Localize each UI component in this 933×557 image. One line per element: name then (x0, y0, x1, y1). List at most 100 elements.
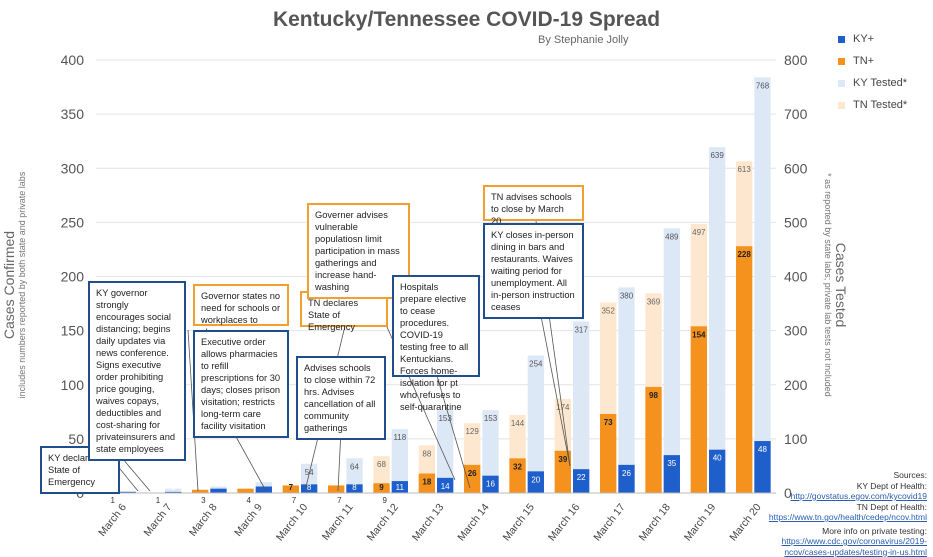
label-ky-positive: 35 (667, 459, 676, 468)
sources-heading: Sources: (769, 470, 927, 481)
bar-ky-tested (664, 228, 680, 493)
bar-tn-positive (237, 489, 253, 493)
bar-tn-positive (691, 326, 707, 493)
left-axis-note: includes numbers reported by both state … (17, 172, 27, 399)
label-tn-positive: 98 (649, 391, 658, 400)
label-ky-tested: 64 (350, 462, 359, 471)
label-ky-tested: 639 (710, 151, 724, 160)
left-tick-label: 50 (68, 431, 84, 447)
label-ky-positive: 8 (352, 483, 357, 492)
label-tn-tested: 497 (692, 228, 706, 237)
bar-ky-positive (210, 489, 226, 493)
label-tn-positive: 32 (513, 462, 522, 471)
bar-ky-tested (573, 321, 589, 493)
x-tick-label: March 17 (591, 501, 628, 543)
label-tn-positive: 9 (379, 483, 384, 492)
label-tn-positive: 73 (604, 418, 613, 427)
label-ky-tested: 768 (756, 81, 770, 90)
sources-ky-link[interactable]: http://govstatus.egov.com/kycovid19 (769, 491, 927, 502)
note-hospitals-prepare: Hospitals prepare elective to cease proc… (392, 275, 480, 377)
x-tick-label: March 9 (232, 501, 265, 538)
legend-swatch (838, 58, 845, 65)
x-tick-label: March 13 (410, 501, 447, 543)
bar-tn-positive (328, 485, 344, 493)
label-ky-positive: 1 (171, 483, 176, 492)
legend-item-ky-tested: KY Tested* (838, 72, 907, 94)
right-axis-note: * as reported by state labs; private lab… (823, 173, 833, 397)
label-ky-tested: 153 (484, 414, 498, 423)
label-tn-positive: 26 (468, 469, 477, 478)
label-ky-positive: 48 (758, 445, 767, 454)
note-pharmacy-order: Executive order allows pharmacies to ref… (193, 330, 289, 438)
x-tick-label: March 14 (455, 501, 492, 543)
label-tn-positive: 228 (737, 250, 751, 259)
label-tn-tested: 88 (422, 449, 431, 458)
x-tick-label: March 8 (187, 501, 220, 538)
sources-tn-link[interactable]: https://www.tn.gov/health/cedep/ncov.htm… (769, 512, 927, 523)
legend-item-ky-positive: KY+ (838, 28, 907, 50)
bar-ky-tested (754, 77, 770, 493)
label-ky-positive: 8 (307, 483, 312, 492)
left-tick-label: 350 (61, 106, 85, 122)
label-ky-positive: 22 (577, 473, 586, 482)
legend-swatch (838, 80, 845, 87)
label-tn-positive: 39 (558, 455, 567, 464)
label-tn-tested: 352 (601, 306, 615, 315)
label-tn-tested: 129 (465, 427, 479, 436)
sources-private-label: More info on private testing: (769, 526, 927, 537)
sources-tn-label: TN Dept of Health: (769, 502, 927, 513)
left-axis-title: Cases Confirmed (1, 172, 17, 399)
label-tn-tested: 144 (511, 419, 525, 428)
label-tn-tested: 613 (737, 165, 751, 174)
right-tick-label: 300 (784, 323, 808, 339)
label-ky-positive: 14 (441, 482, 450, 491)
left-tick-label: 100 (61, 377, 85, 393)
left-tick-label: 250 (61, 214, 85, 230)
right-axis-title: Cases Tested (833, 173, 849, 397)
sources-block: Sources: KY Dept of Health: http://govst… (769, 470, 927, 557)
label-tn-tested: 68 (377, 460, 386, 469)
left-tick-label: 200 (61, 269, 85, 285)
label-below-axis: 3 (201, 496, 206, 505)
right-tick-label: 400 (784, 269, 808, 285)
sources-private-link-2[interactable]: ncov/cases-updates/testing-in-us.html (769, 547, 927, 557)
chart-legend: KY+ TN+ KY Tested* TN Tested* (838, 28, 907, 116)
label-tn-positive: 7 (289, 483, 294, 492)
label-below-axis: 7 (292, 496, 297, 505)
chart-title: Kentucky/Tennessee COVID-19 Spread (0, 8, 933, 32)
legend-label: KY+ (853, 33, 874, 45)
right-tick-label: 800 (784, 52, 808, 68)
bar-tn-positive (645, 387, 661, 493)
note-tn-schools-close: TN advises schools to close by March 20 (483, 185, 584, 221)
x-tick-label: March 15 (501, 501, 538, 543)
legend-label: KY Tested* (853, 77, 907, 89)
note-ky-social-distancing: KY governor strongly encourages social d… (88, 281, 186, 461)
label-ky-tested: 118 (393, 433, 406, 442)
label-ky-tested: 380 (620, 291, 634, 300)
label-ky-tested: 254 (529, 360, 543, 369)
label-below-axis: 9 (382, 496, 387, 505)
label-tn-positive: 154 (692, 330, 706, 339)
bar-ky-tested (618, 287, 634, 493)
x-tick-label: March 12 (365, 501, 402, 543)
right-tick-label: 100 (784, 431, 808, 447)
legend-item-tn-tested: TN Tested* (838, 94, 907, 116)
chart-subtitle: By Stephanie Jolly (538, 34, 629, 46)
label-ky-positive: 26 (622, 469, 631, 478)
x-tick-label: March 20 (727, 501, 764, 543)
note-schools-close-72hrs: Advises schools to close within 72 hrs. … (296, 356, 386, 440)
x-tick-label: March 6 (96, 501, 129, 538)
label-ky-positive: 40 (713, 454, 722, 463)
label-ky-positive: 20 (531, 475, 540, 484)
right-tick-label: 700 (784, 106, 808, 122)
legend-swatch (838, 102, 845, 109)
legend-swatch (838, 36, 845, 43)
label-tn-positive: 18 (422, 478, 431, 487)
label-below-axis: 4 (246, 496, 251, 505)
label-ky-tested: 317 (574, 325, 588, 334)
label-ky-positive: 16 (486, 480, 495, 489)
x-tick-label: March 19 (682, 501, 719, 543)
note-governor-schools-open: Governor states no need for schools or w… (193, 284, 289, 326)
sources-private-link-1[interactable]: https://www.cdc.gov/coronavirus/2019- (769, 536, 927, 547)
label-ky-tested: 489 (665, 232, 679, 241)
